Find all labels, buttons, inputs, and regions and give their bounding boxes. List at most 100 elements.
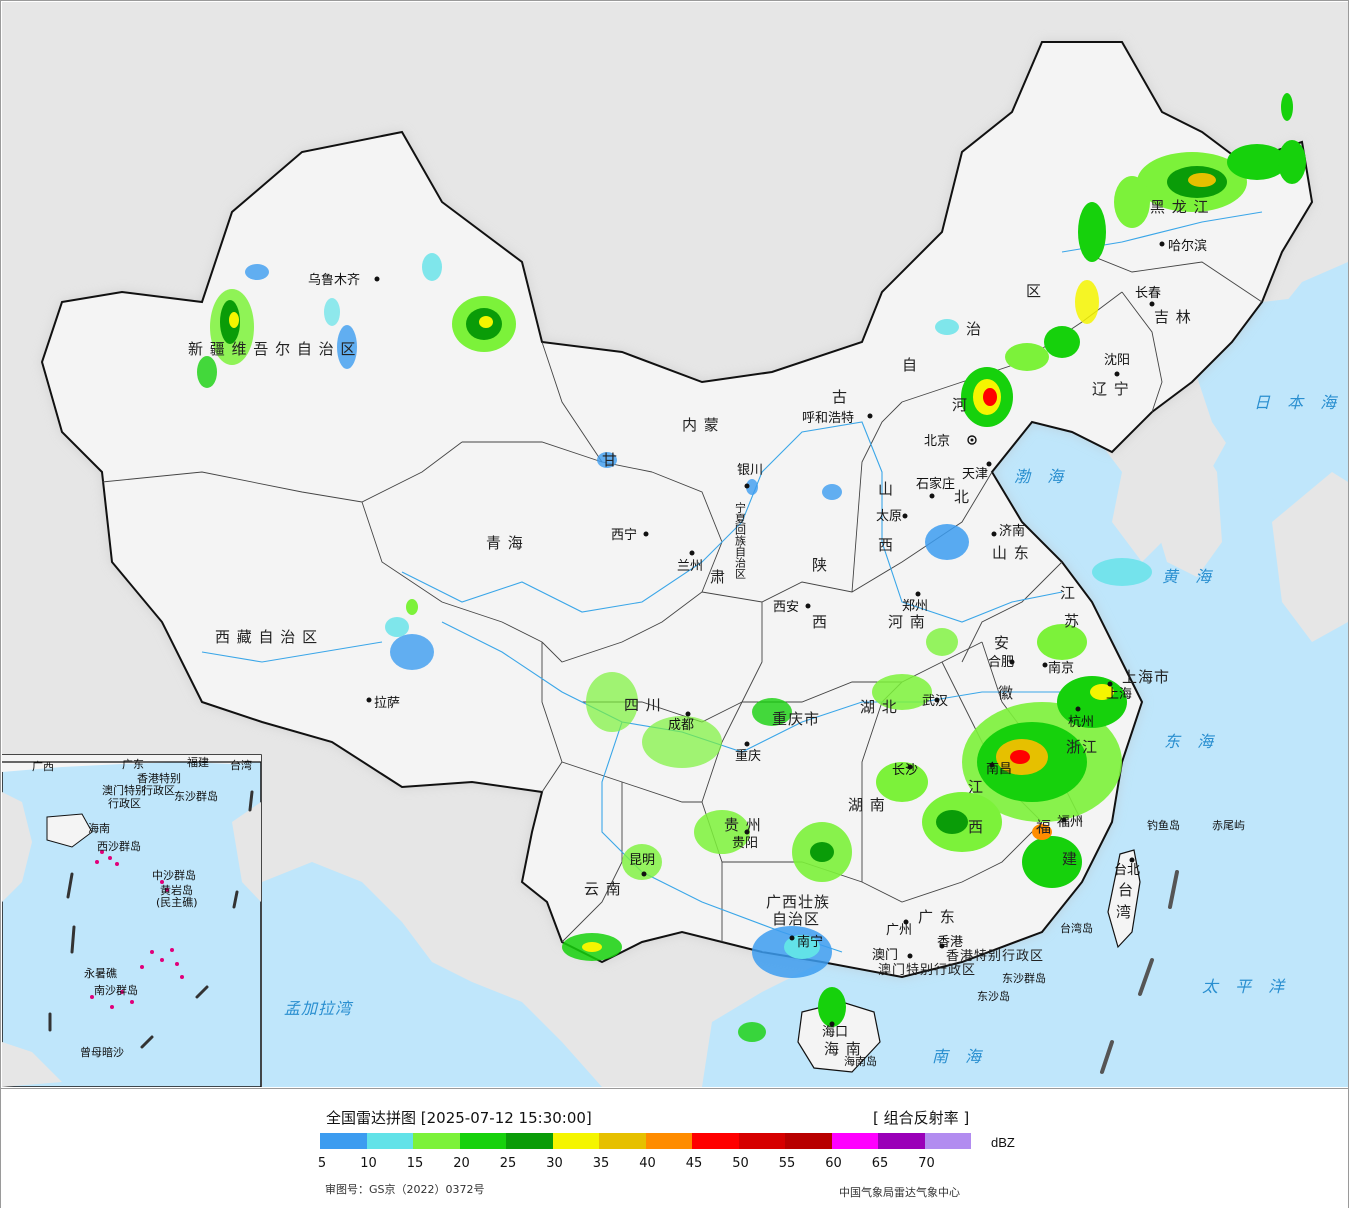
- sea-label-japan: 日 本 海: [1254, 393, 1342, 412]
- inset-label-huangyan2: (民主礁): [156, 895, 198, 909]
- radar-echoes: [197, 93, 1306, 1042]
- legend-title: 全国雷达拼图 [2025-07-12 15:30:00]: [326, 1109, 592, 1127]
- legend-tick-label: 35: [592, 1156, 610, 1171]
- province-neimenggu4: 治: [966, 320, 982, 338]
- city-zhengzhou: 郑州: [902, 599, 928, 614]
- city-hefei: 合肥: [988, 655, 1014, 670]
- province-sichuan: 四 川: [624, 696, 662, 714]
- sea-south-asia: [262, 862, 602, 1087]
- echo-south: [562, 672, 852, 1042]
- island-chiwei: 赤尾屿: [1212, 819, 1245, 832]
- province-jiangsu: 江: [1060, 584, 1076, 602]
- inset-label-nansha: 南沙群岛: [94, 983, 138, 997]
- island-hainan: 海南岛: [844, 1054, 877, 1068]
- province-taiwan2: 湾: [1116, 903, 1132, 921]
- inset-label-huangyan: 黄岩岛: [160, 883, 193, 897]
- city-shijiazhuang: 石家庄: [916, 476, 955, 492]
- province-jilin: 吉 林: [1154, 308, 1192, 326]
- inset-label-zhongsha: 中沙群岛: [152, 868, 196, 882]
- legend-color-45: [692, 1133, 739, 1149]
- inset-label-zengmu: 曾母暗沙: [80, 1045, 124, 1059]
- echo-xinjiang-west: [197, 264, 269, 388]
- south-china-sea-inset: 广东 福建 台湾 广西 香港特别 行政区 澳门特别 行政区 东沙群岛 海南 西沙…: [2, 754, 262, 1087]
- province-jiangxi: 江: [968, 778, 984, 796]
- sea-label-nanhai: 南 海: [932, 1047, 987, 1066]
- city-lanzhou: 兰州: [677, 559, 703, 574]
- city-harbin: 哈尔滨: [1168, 238, 1207, 254]
- inset-label-taiwan: 台湾: [230, 758, 252, 772]
- city-lhasa: 拉萨: [374, 696, 400, 711]
- city-wuhan: 武汉: [922, 694, 948, 709]
- province-liaoning: 辽 宁: [1092, 380, 1130, 398]
- legend-tick-label: 30: [546, 1156, 563, 1171]
- province-hk-sar: 香港特别行政区: [946, 949, 1044, 964]
- taiwan-island: [1107, 849, 1141, 949]
- legend-panel: 全国雷达拼图 [2025-07-12 15:30:00] [ 组合反射率 ] 5…: [1, 1088, 1348, 1208]
- province-mo-sar: 澳门特别行政区: [878, 962, 976, 978]
- inset-label-guangxi: 广西: [32, 760, 54, 773]
- echo-northeast: [1005, 93, 1306, 371]
- inset-label-yongshu: 永暑礁: [84, 966, 117, 980]
- province-hubei: 湖 北: [860, 698, 898, 716]
- province-neimenggu: 内 蒙: [682, 416, 720, 434]
- city-shanghai: 上海: [1106, 687, 1132, 702]
- city-urumqi: 乌鲁木齐: [308, 272, 360, 288]
- province-henan: 河 南: [888, 613, 926, 631]
- sea-label-mengjiala: 孟加拉湾: [284, 999, 354, 1018]
- legend-tick-label: 20: [453, 1156, 470, 1171]
- island-taiwan: 台湾岛: [1060, 921, 1093, 935]
- echo-xinjiang-north: [324, 253, 516, 369]
- province-shandong: 山 东: [992, 544, 1030, 562]
- city-nanjing: 南京: [1048, 660, 1074, 676]
- inset-label-xisha: 西沙群岛: [97, 839, 141, 853]
- city-taipei: 台北: [1114, 863, 1140, 878]
- island-dongsha-dao: 东沙岛: [977, 989, 1010, 1003]
- city-chongqing: 重庆: [735, 748, 761, 764]
- legend-color-50: [738, 1133, 785, 1149]
- inset-label-dongsha: 东沙群岛: [174, 789, 218, 803]
- legend-tick-label: 40: [639, 1156, 656, 1171]
- province-ningxia: 宁夏回族自治区: [734, 501, 747, 579]
- capital-markers: 乌鲁木齐 拉萨 西宁 兰州 银川 呼和浩特 北京 天津 石家庄 太原 济南 郑州…: [308, 238, 1207, 1040]
- echo-central: [597, 452, 958, 726]
- province-shanxi2: 西: [878, 536, 894, 554]
- province-shaanxi2: 西: [812, 613, 828, 631]
- city-fuzhou: 福州: [1057, 815, 1083, 830]
- city-tianjin: 天津: [962, 467, 988, 482]
- province-borders: [101, 251, 1263, 943]
- legend-color-20: [459, 1133, 506, 1149]
- province-neimenggu2: 古: [832, 388, 848, 406]
- sea-label-taipingyang: 太 平 洋: [1202, 977, 1290, 996]
- inset-label-mo2: 行政区: [108, 796, 141, 810]
- legend-tick-label: 70: [918, 1156, 935, 1171]
- city-macao: 澳门: [872, 947, 898, 963]
- legend-tick-label: 55: [778, 1156, 796, 1171]
- province-anhui: 安: [994, 634, 1010, 652]
- legend-tick-label: 65: [871, 1156, 889, 1171]
- province-jiangsu2: 苏: [1064, 612, 1080, 630]
- inset-label-fujian: 福建: [187, 755, 209, 769]
- legend-color-35: [599, 1133, 646, 1149]
- city-beijing: 北京: [924, 434, 950, 449]
- province-hunan: 湖 南: [848, 796, 886, 814]
- province-jiangxi2: 西: [968, 818, 984, 836]
- city-xining: 西宁: [611, 527, 637, 543]
- province-labels: 新 疆 维 吾 尔 自 治 区 西 藏 自 治 区 青 海 甘 肃 内 蒙 古 …: [188, 198, 1209, 1058]
- city-yinchuan: 银川: [737, 463, 763, 478]
- province-yunnan: 云 南: [584, 880, 622, 898]
- city-changchun: 长春: [1135, 286, 1161, 301]
- province-shanghai: 上海市: [1122, 668, 1170, 686]
- japan: [1272, 472, 1348, 642]
- province-fujian: 福: [1036, 818, 1052, 836]
- nine-dash-main: [1100, 870, 1179, 1074]
- legend-color-5: [320, 1133, 367, 1149]
- province-gansu2: 肃: [710, 568, 726, 586]
- echo-north-china: [925, 319, 1013, 560]
- legend-colorbar: [320, 1133, 971, 1149]
- hainan-island: [797, 1001, 881, 1073]
- legend-color-30: [552, 1133, 599, 1149]
- province-guizhou: 贵 州: [724, 816, 762, 834]
- province-anhui2: 徽: [998, 684, 1014, 702]
- province-zhejiang: 浙江: [1066, 738, 1098, 756]
